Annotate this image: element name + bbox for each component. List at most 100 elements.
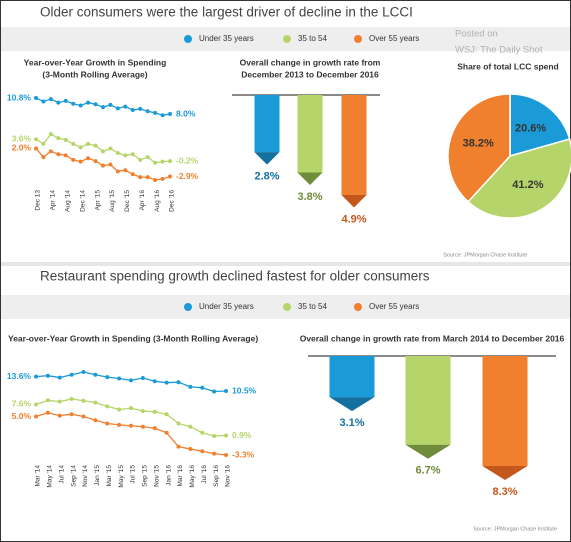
point [41,99,46,104]
x-tick-label: Nov '15 [153,465,160,487]
pie-slice [467,138,571,219]
point [138,157,143,162]
value-label: 41.2% [512,179,543,191]
value-label: -0.2% [176,155,199,165]
value-label: 8.0% [176,108,196,118]
value-label: 6.7% [415,465,440,477]
point [168,112,172,117]
arrow-tip [329,397,375,412]
arrow-bar [405,356,451,445]
point [200,430,205,435]
point [34,402,38,407]
point [41,141,46,146]
point [130,172,135,177]
x-tick-label: Jan '15 [94,465,101,486]
point [108,146,113,151]
arrow-tip [297,172,323,186]
value-label: 2.0% [12,143,32,153]
arrow-tip [341,195,367,208]
point [160,159,165,164]
point [71,101,76,106]
legend-label: Over 55 years [369,34,419,43]
point [101,149,105,154]
point [34,374,38,379]
point [212,451,217,456]
point [140,408,145,413]
point [129,406,133,411]
x-tick-label: Apr '15 [94,190,101,211]
point [56,136,61,141]
pie-slice [447,93,511,203]
x-tick-label: Mar '15 [106,465,113,487]
point [34,414,38,419]
point [93,400,98,405]
x-tick-label: Nov '16 [225,465,232,487]
arrow-bar [329,356,375,398]
point [153,110,158,115]
point [93,102,98,107]
point [115,106,120,111]
point [164,380,169,385]
point [69,372,74,377]
x-tick-label: Jul '16 [201,465,208,484]
point [160,113,165,118]
point [108,102,113,107]
legend-swatch [283,303,291,311]
point [138,175,143,180]
x-tick-label: May '15 [118,465,125,488]
value-label: 3.6% [12,134,32,144]
point [145,155,150,160]
legend-label: Under 35 years [199,34,254,43]
point [224,433,228,438]
arrow-tip [482,466,528,480]
point [57,399,62,404]
chart-title: (3-Month Rolling Average) [42,69,147,79]
point [45,410,50,415]
point [108,162,113,167]
arrow-bar [341,95,367,195]
value-label: 8.3% [492,486,517,498]
value-label: 7.6% [12,399,32,409]
panel-title: Older consumers were the largest driver … [40,5,413,20]
point [57,413,62,418]
value-label: 5.0% [12,411,32,421]
point [188,446,193,451]
point [69,412,74,417]
x-tick-label: Sep '14 [70,465,77,487]
point [78,145,83,150]
point [123,104,128,109]
legend-label: Under 35 years [199,302,254,311]
point [138,106,143,111]
point [57,375,62,380]
point [176,444,181,449]
point [101,163,105,168]
x-tick-label: Apr '16 [139,190,146,211]
legend-label: Over 55 years [369,302,419,311]
point [48,149,53,154]
x-tick-label: Aug '14 [64,190,71,212]
point [168,174,172,179]
point [63,98,68,103]
point [153,178,158,182]
point [145,175,150,180]
point [41,155,46,160]
point [115,169,120,174]
value-label: 38.2% [463,138,494,150]
point [86,156,91,161]
point [200,449,205,454]
point [34,146,38,151]
pie-slice [509,93,571,157]
x-tick-label: May '14 [47,465,54,488]
chart-title: Overall change in growth rate from [240,57,381,67]
point [129,378,133,383]
point [123,153,128,158]
point [164,412,169,417]
point [63,137,68,142]
legend-label: 35 to 54 [298,302,327,311]
point [145,109,150,114]
x-tick-label: Jan '16 [165,465,172,486]
value-label: 20.6% [515,123,546,135]
point [101,105,105,110]
value-label: 4.9% [341,213,366,225]
